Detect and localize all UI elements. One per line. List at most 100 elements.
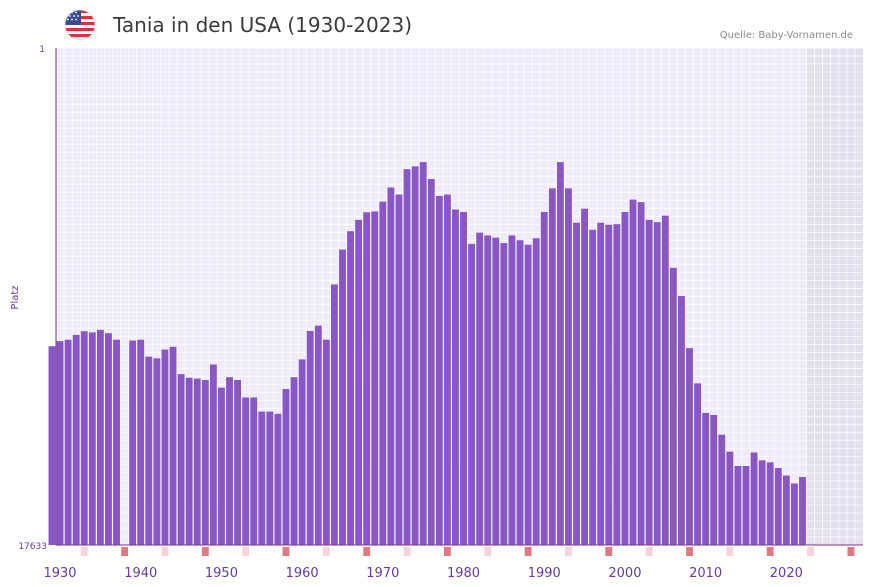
bar-1958[interactable]	[282, 389, 290, 545]
bar-2002[interactable]	[637, 202, 645, 546]
bar-2021[interactable]	[790, 483, 798, 545]
bar-1947[interactable]	[193, 378, 201, 545]
bar-1984[interactable]	[492, 237, 500, 546]
bar-1950[interactable]	[218, 387, 225, 545]
bar-1959[interactable]	[290, 377, 298, 545]
bar-1946[interactable]	[185, 377, 193, 545]
bar-2013[interactable]	[726, 451, 734, 545]
bar-1935[interactable]	[96, 329, 104, 545]
bar-1933[interactable]	[80, 331, 88, 545]
bar-1970[interactable]	[379, 201, 387, 545]
bar-1999[interactable]	[613, 224, 621, 545]
bar-1955[interactable]	[258, 411, 266, 545]
bar-1998[interactable]	[605, 224, 613, 545]
bar-1973[interactable]	[403, 169, 411, 545]
bar-1992[interactable]	[556, 162, 564, 545]
bar-2009[interactable]	[694, 383, 701, 545]
bar-1948[interactable]	[201, 380, 209, 545]
bar-2017[interactable]	[758, 460, 766, 545]
bar-2015[interactable]	[742, 465, 750, 545]
bar-1989[interactable]	[532, 238, 540, 545]
bar-2000[interactable]	[621, 212, 629, 545]
bar-1929[interactable]	[48, 346, 56, 545]
bar-1937[interactable]	[113, 339, 120, 545]
bar-1962[interactable]	[314, 325, 322, 545]
bar-2012[interactable]	[718, 434, 726, 545]
bar-1963[interactable]	[322, 339, 330, 545]
bar-1990[interactable]	[540, 212, 548, 545]
bar-1944[interactable]	[169, 346, 177, 545]
bar-1931[interactable]	[64, 339, 72, 545]
bar-2008[interactable]	[686, 348, 693, 545]
bar-1975[interactable]	[419, 162, 427, 545]
bar-1943[interactable]	[161, 349, 169, 545]
bar-2004[interactable]	[653, 222, 661, 545]
bar-1966[interactable]	[347, 231, 354, 545]
bar-1932[interactable]	[72, 334, 80, 545]
bar-2010[interactable]	[702, 412, 710, 545]
bar-1951[interactable]	[226, 377, 233, 545]
bar-1930[interactable]	[56, 341, 64, 545]
bar-1968[interactable]	[363, 212, 371, 546]
bar-1972[interactable]	[395, 194, 403, 546]
bar-1971[interactable]	[387, 187, 395, 545]
bar-1961[interactable]	[306, 330, 314, 545]
bar-1956[interactable]	[266, 411, 274, 545]
bar-1997[interactable]	[597, 222, 605, 545]
bar-2020[interactable]	[782, 475, 790, 545]
year-marker-1958	[282, 547, 290, 556]
bar-2018[interactable]	[766, 462, 774, 545]
year-marker-1998	[605, 547, 613, 556]
bar-1996[interactable]	[589, 229, 597, 545]
bar-1985[interactable]	[500, 243, 508, 545]
bar-1934[interactable]	[88, 332, 96, 545]
bar-1983[interactable]	[484, 235, 492, 545]
bar-1940[interactable]	[137, 339, 145, 545]
bar-1964[interactable]	[330, 284, 338, 545]
bar-2016[interactable]	[750, 452, 758, 545]
year-marker-1938	[121, 547, 129, 556]
bar-1952[interactable]	[234, 380, 242, 545]
bar-2006[interactable]	[669, 267, 677, 545]
bar-1960[interactable]	[298, 359, 306, 545]
bar-2005[interactable]	[661, 215, 669, 545]
bar-1939[interactable]	[129, 340, 137, 545]
bar-1953[interactable]	[242, 397, 250, 545]
bar-1967[interactable]	[355, 219, 363, 546]
bar-1993[interactable]	[565, 188, 572, 545]
year-marker-2018	[766, 547, 774, 556]
bar-1979[interactable]	[452, 209, 459, 545]
bar-1987[interactable]	[516, 240, 524, 546]
bar-2011[interactable]	[710, 414, 718, 545]
bar-1949[interactable]	[209, 364, 217, 545]
bar-1991[interactable]	[548, 188, 556, 545]
bar-1978[interactable]	[443, 194, 451, 546]
bar-1995[interactable]	[581, 208, 589, 545]
bar-1974[interactable]	[411, 166, 419, 546]
bar-1976[interactable]	[427, 179, 435, 546]
bar-1981[interactable]	[468, 243, 476, 545]
bar-1941[interactable]	[145, 356, 153, 545]
bar-1994[interactable]	[573, 222, 580, 545]
bar-2022[interactable]	[799, 476, 806, 545]
bar-1980[interactable]	[460, 212, 467, 545]
x-tick-1950: 1950	[205, 566, 238, 581]
bar-2001[interactable]	[629, 199, 637, 546]
bar-1982[interactable]	[476, 232, 484, 546]
bar-1957[interactable]	[274, 413, 282, 545]
bar-1965[interactable]	[339, 249, 346, 545]
bar-1942[interactable]	[153, 358, 161, 545]
x-tick-2020: 2020	[770, 566, 803, 581]
year-marker-1973	[403, 547, 411, 556]
bar-1945[interactable]	[177, 374, 185, 545]
bar-2014[interactable]	[734, 465, 742, 545]
bar-2019[interactable]	[774, 467, 782, 545]
bar-2007[interactable]	[677, 296, 685, 545]
bar-1977[interactable]	[435, 195, 443, 545]
bar-1936[interactable]	[105, 333, 112, 545]
bar-1969[interactable]	[371, 211, 379, 545]
bar-1954[interactable]	[250, 397, 258, 545]
bar-2003[interactable]	[645, 219, 653, 546]
bar-1988[interactable]	[524, 244, 532, 545]
bar-1986[interactable]	[508, 235, 516, 545]
